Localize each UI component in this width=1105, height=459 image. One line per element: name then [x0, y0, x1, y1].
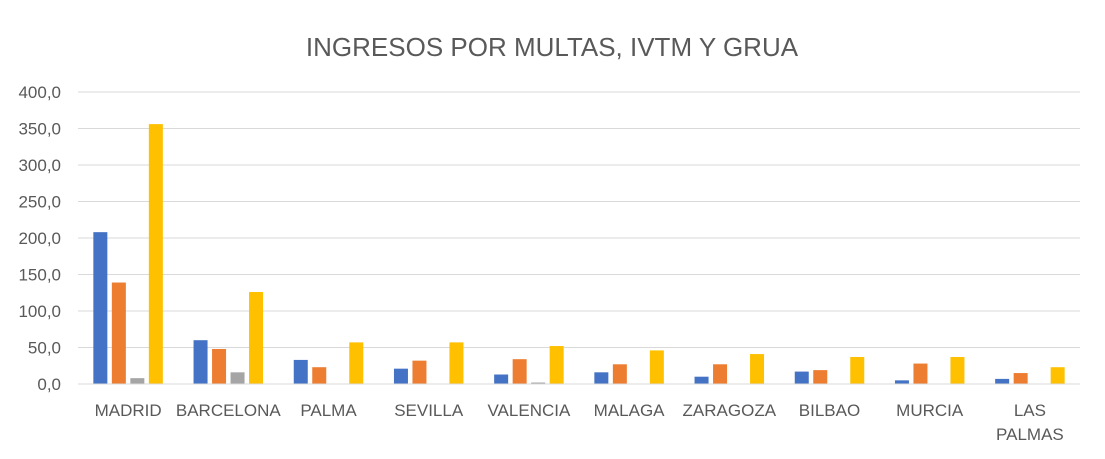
x-tick-label: VALENCIA — [487, 401, 570, 420]
x-tick-label-line: MALAGA — [594, 401, 666, 420]
bar — [649, 350, 664, 384]
x-tick-label: LAS PALMAS — [996, 401, 1064, 444]
bar — [293, 359, 308, 384]
x-tick-label: MADRID — [95, 401, 162, 420]
bars — [93, 124, 1065, 385]
bar — [1050, 367, 1065, 384]
bar — [694, 376, 709, 384]
bar — [312, 367, 327, 384]
bar — [93, 232, 108, 384]
x-tick-label-line: PALMA — [300, 401, 357, 420]
x-tick-label: MALAGA — [594, 401, 666, 420]
bar — [794, 371, 809, 384]
y-tick-label: 200,0 — [18, 229, 61, 248]
x-tick-label-line: BARCELONA — [176, 401, 282, 420]
bar — [1013, 373, 1028, 384]
chart-title: INGRESOS POR MULTAS, IVTM Y GRUA — [306, 32, 799, 62]
y-tick-label: 250,0 — [18, 193, 61, 212]
bar — [750, 354, 765, 384]
bar — [512, 359, 527, 384]
bar — [813, 370, 828, 384]
bar — [494, 374, 509, 384]
y-tick-label: 100,0 — [18, 302, 61, 321]
bar — [713, 364, 728, 384]
bar — [950, 356, 965, 384]
bar — [549, 346, 564, 384]
x-tick-label-line: MURCIA — [896, 401, 964, 420]
gridlines — [78, 91, 1080, 348]
x-tick-label: MURCIA — [896, 401, 964, 420]
x-tick-label: SEVILLA — [394, 401, 464, 420]
bar — [148, 124, 163, 385]
x-tick-label-line: LAS — [1014, 401, 1046, 420]
x-tick-label: BILBAO — [799, 401, 860, 420]
x-tick-label-line: BILBAO — [799, 401, 860, 420]
x-tick-label-line: PALMAS — [996, 425, 1064, 444]
bar — [913, 363, 928, 384]
bar — [393, 368, 408, 384]
bar — [212, 348, 227, 384]
x-tick-label: BARCELONA — [176, 401, 282, 420]
bar — [249, 292, 264, 384]
y-tick-label: 300,0 — [18, 156, 61, 175]
x-tick-label: PALMA — [300, 401, 357, 420]
bar — [531, 382, 546, 384]
bar — [412, 360, 427, 384]
y-tick-label: 150,0 — [18, 266, 61, 285]
bar — [449, 342, 464, 384]
bar — [230, 372, 245, 384]
y-tick-label: 0,0 — [37, 375, 61, 394]
x-tick-label-line: VALENCIA — [487, 401, 570, 420]
bar — [130, 378, 145, 384]
y-tick-label: 50,0 — [28, 339, 61, 358]
bar — [349, 342, 364, 384]
x-tick-label-line: MADRID — [95, 401, 162, 420]
bar — [995, 378, 1010, 384]
y-tick-label: 350,0 — [18, 120, 61, 139]
bar — [594, 372, 609, 384]
x-tick-label: ZARAGOZA — [683, 401, 777, 420]
x-tick-label-line: ZARAGOZA — [683, 401, 777, 420]
bar — [193, 340, 208, 384]
y-axis: 0,0 50,0 100,0 150,0 200,0 250,0 300,0 350,0 400… — [18, 83, 61, 394]
x-tick-label-line: SEVILLA — [394, 401, 464, 420]
bar — [894, 380, 909, 384]
y-tick-label: 400,0 — [18, 83, 61, 102]
x-axis: MADRID BARCELONA PALMA SEVILLA VALENCIA MALAG… — [78, 383, 1080, 444]
bar — [612, 364, 627, 384]
bar — [111, 282, 126, 384]
bar — [850, 356, 865, 384]
